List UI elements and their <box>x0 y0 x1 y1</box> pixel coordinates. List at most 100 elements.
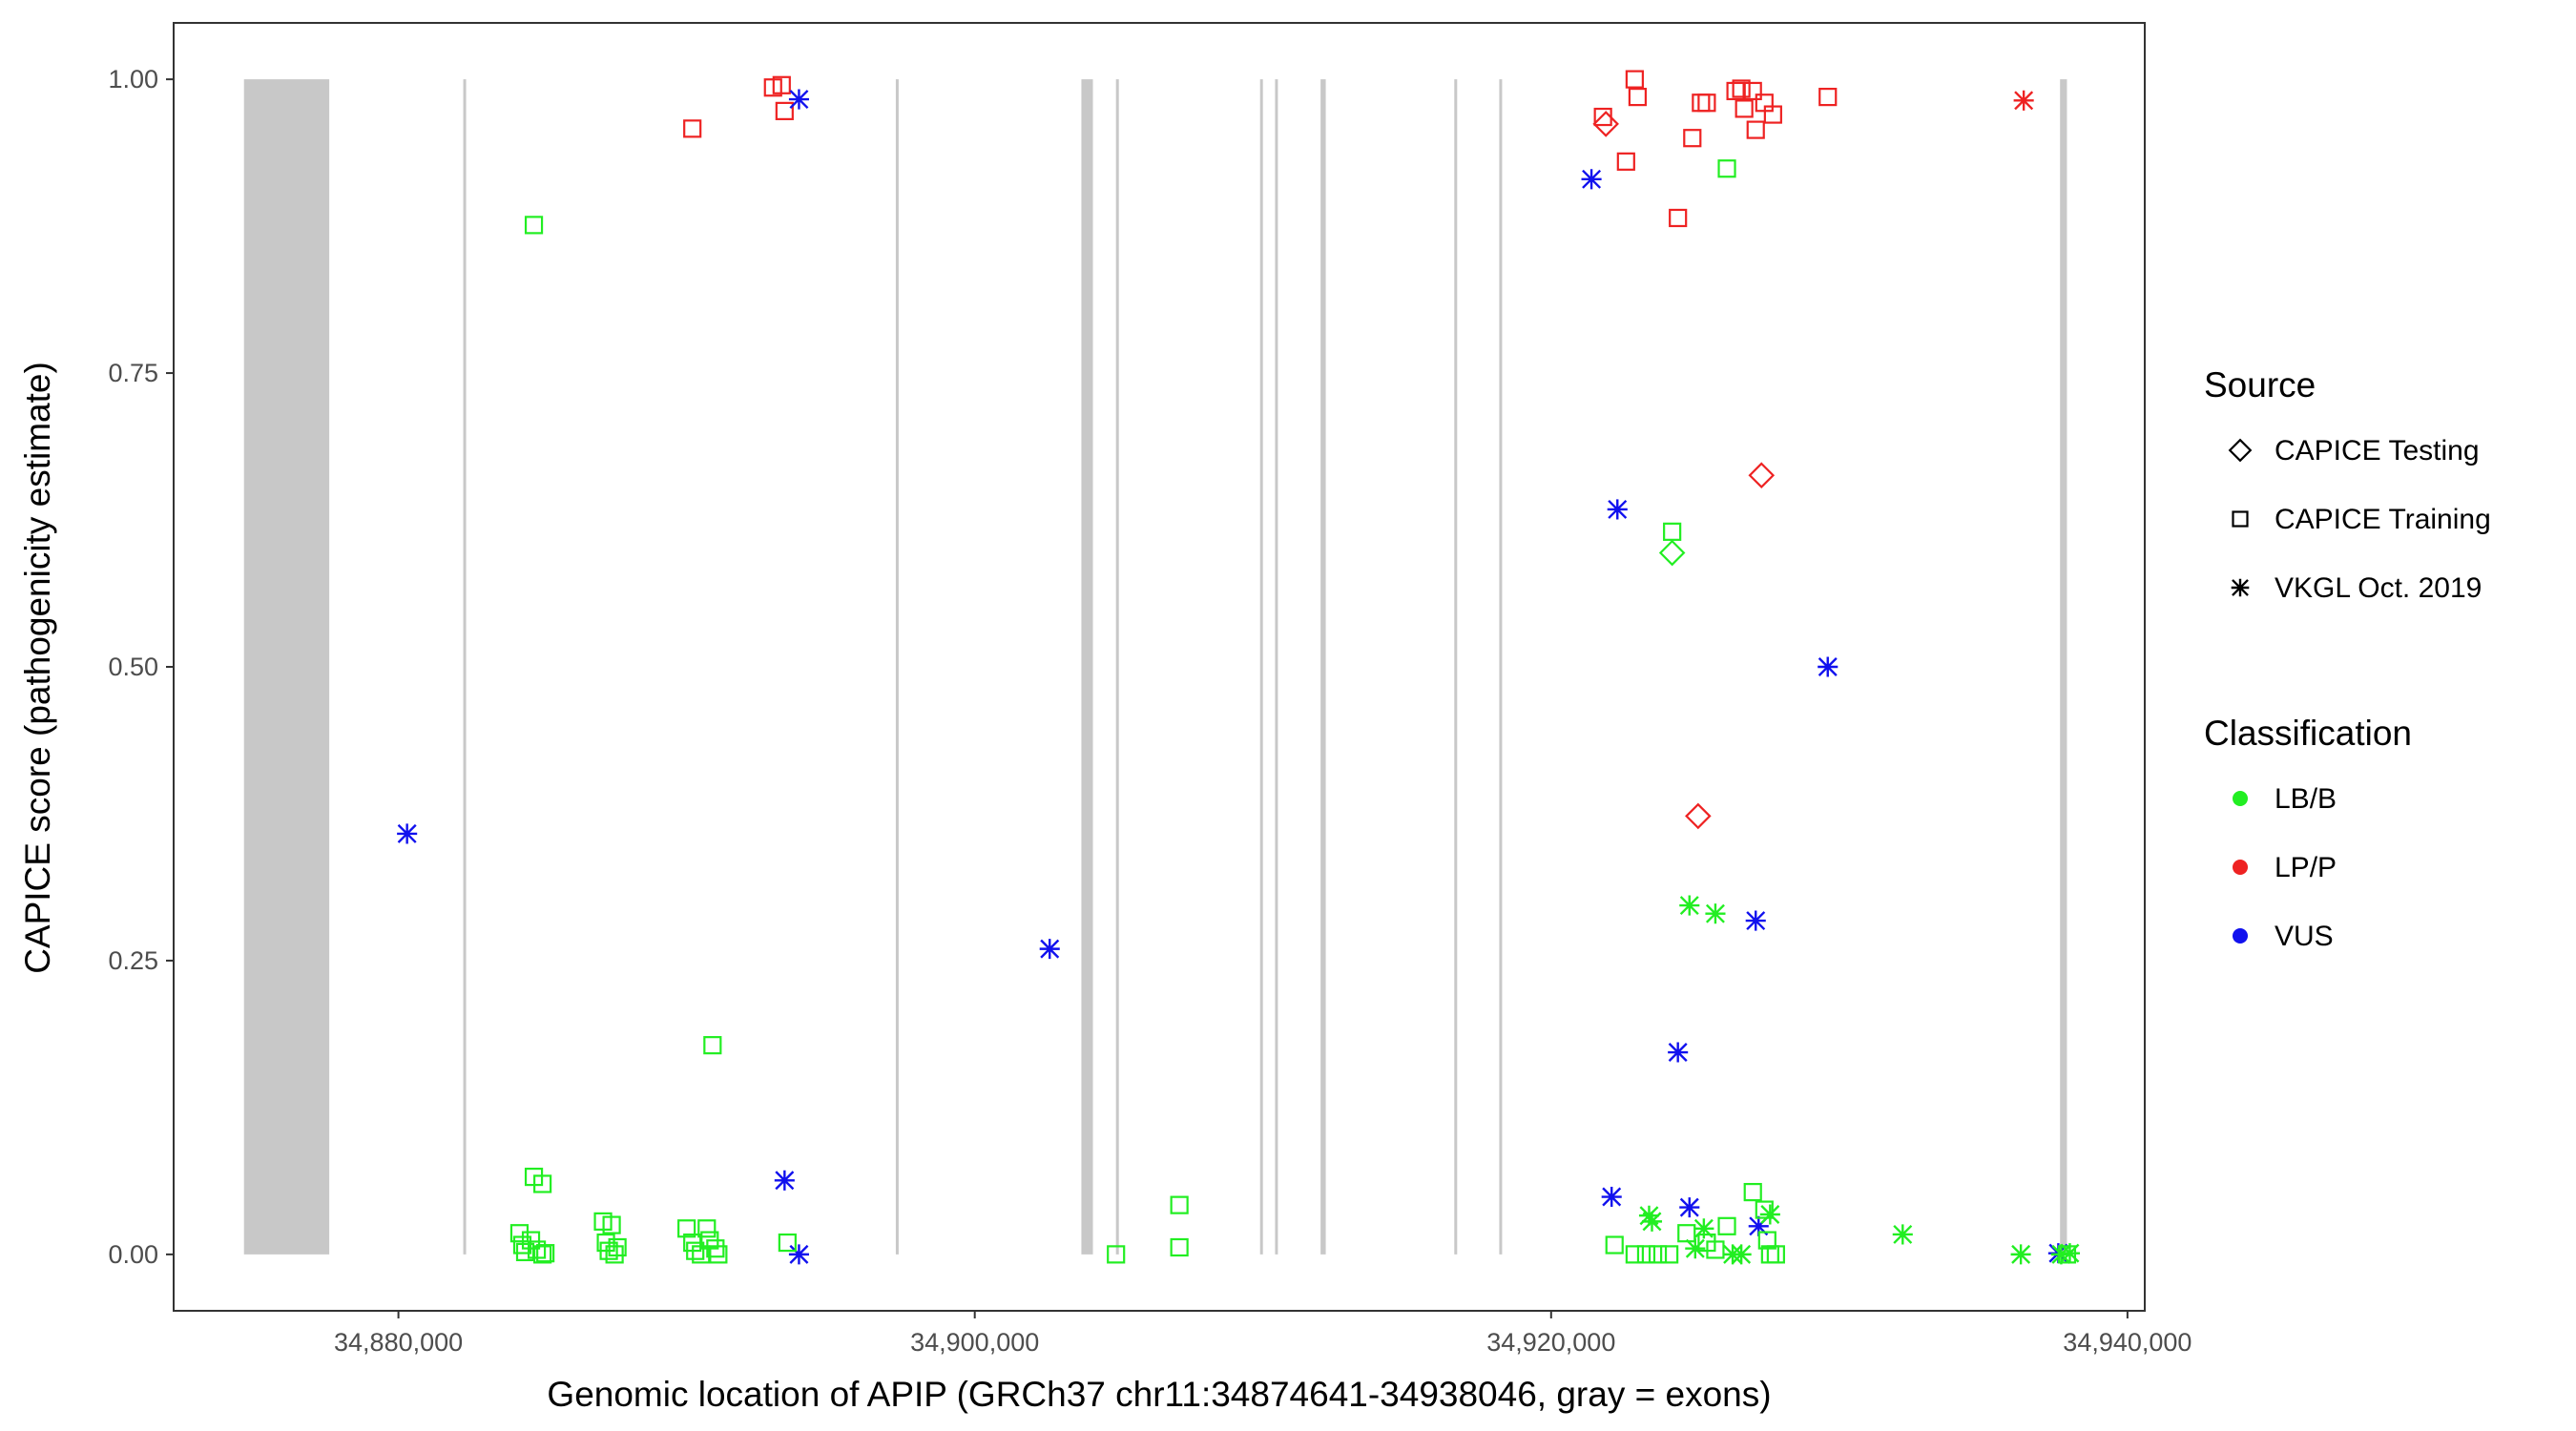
data-point-training-lbb <box>697 1219 717 1238</box>
legend: Source CAPICE Testing CAPICE Training VK… <box>2204 365 2491 952</box>
data-point-training-lbb <box>686 1241 705 1260</box>
data-point-training-lpp <box>772 75 791 94</box>
data-point-training-lpp <box>683 119 702 138</box>
data-point-testing-lbb <box>1658 539 1686 567</box>
data-point-vkgl-lbb <box>1892 1224 1913 1245</box>
data-point-training-lpp <box>1625 70 1644 89</box>
data-point-vkgl-lbb <box>1731 1244 1752 1265</box>
data-point-training-lbb <box>602 1215 621 1234</box>
data-point-training-lpp <box>1697 93 1716 113</box>
data-point-training-lpp <box>1735 99 1754 118</box>
data-point-vkgl-vus <box>1745 910 1766 931</box>
data-point-training-lbb <box>533 1245 552 1264</box>
legend-class-keys <box>2233 791 2248 944</box>
data-point-vkgl-lbb <box>1638 1205 1660 1226</box>
exon-band <box>1499 79 1503 1255</box>
data-points <box>397 70 2081 1265</box>
legend-classification-title: Classification <box>2204 714 2412 753</box>
data-point-training-lbb <box>1766 1245 1785 1264</box>
data-point-vkgl-vus <box>1679 1197 1700 1218</box>
data-point-training-lpp <box>1763 105 1782 124</box>
data-point-vkgl-vus <box>1818 656 1839 677</box>
data-point-training-lbb <box>1170 1195 1189 1214</box>
data-point-training-lbb <box>1743 1182 1762 1202</box>
data-point-vkgl-lbb <box>1759 1204 1780 1225</box>
data-point-training-lbb <box>1170 1237 1189 1257</box>
data-point-vkgl-lbb <box>2010 1244 2031 1265</box>
data-point-training-lbb <box>1717 1216 1736 1235</box>
data-point-training-lbb <box>1605 1235 1624 1255</box>
data-point-training-lbb <box>1107 1245 1126 1264</box>
data-point-training-lpp <box>1669 208 1688 228</box>
exon-band <box>895 79 899 1255</box>
data-point-training-lpp <box>1726 81 1745 101</box>
data-point-training-lbb <box>515 1242 535 1262</box>
data-point-vkgl-vus <box>1607 499 1628 520</box>
x-tick-label: 34,880,000 <box>334 1328 463 1357</box>
y-tick-label: 0.25 <box>108 946 158 975</box>
data-point-training-lpp <box>775 101 794 120</box>
panel-border <box>173 22 2146 1312</box>
legend-key-vus <box>2233 928 2248 944</box>
data-point-training-lpp <box>1628 88 1647 107</box>
data-point-vkgl-lbb <box>2050 1244 2071 1265</box>
x-tick-label: 34,940,000 <box>2063 1328 2192 1357</box>
exon-bands <box>243 79 2067 1255</box>
data-point-training-lbb <box>605 1245 624 1264</box>
data-point-training-lbb <box>536 1244 555 1263</box>
x-tick-label: 34,900,000 <box>910 1328 1039 1357</box>
data-point-vkgl-lbb <box>2059 1243 2081 1264</box>
x-tick-label: 34,920,000 <box>1486 1328 1615 1357</box>
axis-ticks: 0.00 0.25 0.50 0.75 1.00 34,880,000 34,900,000… <box>108 65 2192 1357</box>
exon-band <box>1081 79 1093 1255</box>
legend-source-keys <box>2228 438 2253 597</box>
data-point-training-lbb <box>608 1237 627 1257</box>
legend-key-testing <box>2228 438 2253 463</box>
data-point-training-lbb <box>1755 1200 1774 1219</box>
exon-band <box>1275 79 1278 1255</box>
data-point-vkgl-vus <box>1039 939 1060 960</box>
data-point-training-lbb <box>778 1233 797 1253</box>
y-tick-label: 0.75 <box>108 359 158 387</box>
data-point-training-lbb <box>709 1245 728 1264</box>
legend-source-label-training: CAPICE Training <box>2275 504 2491 535</box>
legend-key-lbb <box>2233 791 2248 806</box>
legend-key-vkgl <box>2231 578 2250 597</box>
exon-band <box>1259 79 1263 1255</box>
data-point-training-lpp <box>1683 129 1702 148</box>
legend-source-label-vkgl: VKGL Oct. 2019 <box>2275 572 2482 604</box>
data-point-training-lbb <box>1625 1245 1644 1264</box>
data-point-training-lbb <box>1636 1245 1656 1264</box>
data-point-training-lbb <box>1648 1245 1668 1264</box>
exon-band <box>1320 79 1326 1255</box>
legend-key-training <box>2232 510 2249 528</box>
y-tick-label: 0.50 <box>108 653 158 681</box>
exon-band <box>1454 79 1458 1255</box>
data-point-vkgl-vus <box>788 89 809 110</box>
legend-class-label-lpp: LP/P <box>2275 852 2337 883</box>
data-point-vkgl-vus <box>788 1244 809 1265</box>
data-point-vkgl-lbb <box>1705 903 1726 924</box>
data-point-training-lbb <box>703 1036 722 1055</box>
data-point-vkgl-lbb <box>1641 1211 1663 1232</box>
data-point-training-lbb <box>677 1219 696 1238</box>
data-point-vkgl-vus <box>1668 1042 1689 1063</box>
y-tick-label: 1.00 <box>108 65 158 93</box>
data-point-training-lbb <box>509 1224 530 1243</box>
data-point-training-lbb <box>1660 1245 1679 1264</box>
data-point-training-lpp <box>1743 81 1762 101</box>
data-point-training-lbb <box>1717 159 1736 178</box>
data-point-testing-lpp <box>1685 802 1712 830</box>
data-point-testing-lpp <box>1592 111 1619 137</box>
legend-class-label-vus: VUS <box>2275 921 2334 952</box>
data-point-vkgl-vus <box>1601 1186 1622 1208</box>
data-point-vkgl-vus <box>774 1170 795 1191</box>
data-point-testing-lpp <box>1748 462 1776 489</box>
data-point-training-lbb <box>533 1174 552 1193</box>
data-point-training-lpp <box>1746 120 1765 139</box>
data-point-training-lbb <box>524 216 544 235</box>
data-point-vkgl-vus <box>1581 169 1602 190</box>
exon-band <box>1115 79 1119 1255</box>
